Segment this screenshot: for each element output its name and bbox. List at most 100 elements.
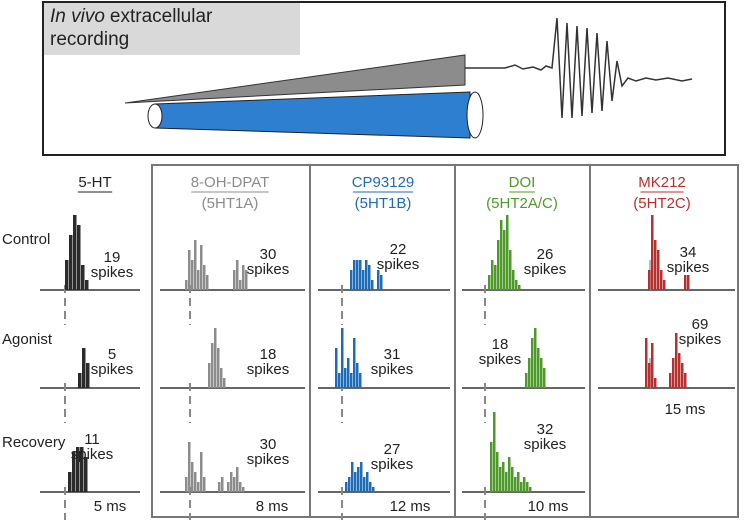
spike-count: 18	[492, 336, 509, 353]
receptor: (5HT2A/C)	[486, 195, 558, 212]
hist-bar	[523, 477, 526, 492]
hist-bar	[73, 215, 77, 290]
hist-bar	[80, 447, 84, 492]
hist-bar	[227, 482, 230, 492]
hist-bar	[497, 240, 500, 290]
hist-bar	[211, 343, 214, 388]
spike-count: 5	[108, 346, 116, 363]
hist-bar	[82, 348, 86, 388]
hist-bar	[347, 358, 350, 388]
pipette-end	[466, 91, 484, 139]
hist-bar	[377, 270, 380, 290]
hist-bar	[540, 358, 543, 388]
spike-word: spikes	[91, 361, 134, 378]
hist-bar	[220, 368, 223, 388]
hist-bar	[239, 280, 242, 290]
hist-bar	[368, 265, 371, 290]
scale-label: 8 ms	[256, 498, 289, 515]
hist-bar	[491, 260, 494, 290]
spike-word: spikes	[247, 361, 290, 378]
scale-label: 10 ms	[528, 498, 569, 515]
header-italic: In vivo	[50, 6, 105, 27]
hist-bar	[350, 270, 353, 290]
hist-bar	[359, 260, 362, 290]
hist-bar	[81, 265, 85, 290]
hist-bar	[506, 215, 509, 290]
hist-bar	[684, 373, 687, 388]
row-label: Recovery	[2, 434, 66, 451]
hist-bar	[365, 260, 368, 290]
row-label: Control	[2, 231, 50, 248]
hist-bar	[194, 472, 197, 492]
hist-bar	[526, 482, 529, 492]
hist-bar	[494, 265, 497, 290]
hist-bar	[78, 373, 82, 388]
hist-bar	[543, 368, 546, 388]
hist-bar	[500, 220, 503, 290]
label-bg	[44, 3, 300, 55]
spike-word: spikes	[371, 361, 414, 378]
hist-bar	[351, 462, 354, 492]
hist-bar	[188, 442, 191, 492]
hist-bar	[242, 487, 245, 492]
hist-bar	[503, 230, 506, 290]
hist-bar	[218, 482, 221, 492]
hist-bar	[681, 363, 684, 388]
column-name: MK212	[638, 174, 686, 191]
hist-bar	[203, 265, 206, 290]
hist-bar	[76, 447, 80, 492]
spike-word: spikes	[667, 259, 710, 276]
hist-bar	[194, 240, 197, 290]
spike-word: spikes	[247, 261, 290, 278]
spike-count: 19	[104, 249, 121, 266]
hist-bar	[77, 225, 81, 290]
spike-count: 11	[84, 431, 100, 448]
hist-bar	[338, 373, 341, 388]
header-line1: In vivo extracellular	[50, 6, 213, 27]
hist-bar	[335, 348, 338, 388]
spike-word: spikes	[679, 331, 722, 348]
header-text: extracellular	[110, 6, 213, 27]
hist-bar	[360, 462, 363, 492]
spike-word: spikes	[524, 261, 567, 278]
hist-bar	[345, 482, 348, 492]
panel-frame	[151, 164, 739, 518]
hist-bar	[191, 260, 194, 290]
hist-bar	[660, 270, 663, 290]
spike-count: 30	[260, 246, 277, 263]
spike-count: 27	[384, 441, 401, 458]
hist-bar	[654, 240, 657, 290]
hist-bar	[678, 353, 681, 388]
hist-bar	[356, 260, 359, 290]
hist-bar	[239, 482, 242, 492]
spike-word: spikes	[479, 351, 522, 368]
hist-bar	[242, 265, 245, 290]
hist-bar	[537, 348, 540, 388]
hist-bar	[185, 477, 188, 492]
spike-word: spikes	[524, 436, 567, 453]
spike-count: 31	[384, 346, 401, 363]
hist-bar	[353, 338, 356, 388]
hist-bar	[68, 472, 72, 492]
hist-bar	[203, 477, 206, 492]
header-line2: recording	[50, 29, 129, 50]
hist-bar	[517, 472, 520, 492]
hist-bar	[230, 472, 233, 492]
hist-bar	[236, 467, 239, 492]
hist-bar	[684, 275, 687, 290]
hist-bar	[657, 250, 660, 290]
hist-bar	[354, 472, 357, 492]
hist-bar	[214, 328, 217, 388]
hist-bar	[369, 482, 372, 492]
hist-bar	[687, 275, 690, 290]
receptor: (5HT2C)	[633, 195, 691, 212]
recording-box	[42, 1, 726, 156]
hist-bar	[191, 462, 194, 492]
hist-bar	[534, 328, 537, 388]
spike-word: spikes	[91, 264, 134, 281]
hist-bar	[223, 378, 226, 388]
spike-count: 34	[680, 244, 697, 261]
hist-bar	[69, 235, 73, 290]
hist-bar	[359, 373, 362, 388]
